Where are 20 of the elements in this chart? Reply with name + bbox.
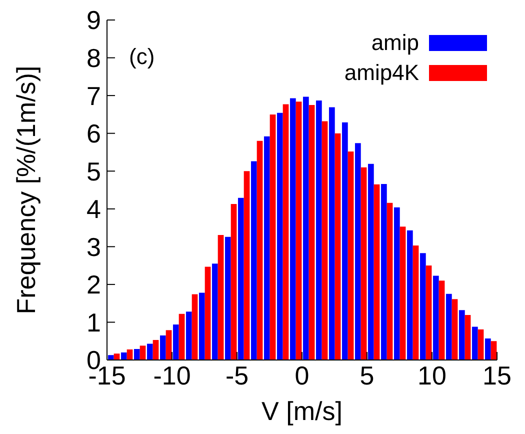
- x-tick-label: 10: [418, 360, 446, 390]
- legend-label: amip4K: [344, 59, 419, 87]
- y-tick-label: 5: [86, 156, 101, 186]
- y-tick-label: 2: [86, 270, 101, 300]
- legend-label: amip: [371, 29, 419, 57]
- y-tick-label: 7: [86, 80, 101, 111]
- x-tick-label: 15: [482, 360, 512, 390]
- x-tick-label: -10: [153, 360, 191, 390]
- annotation: (c): [129, 44, 155, 69]
- x-tick-label: -5: [225, 360, 249, 390]
- x-tick-label: 5: [360, 360, 374, 390]
- x-axis-title: V [m/s]: [262, 396, 342, 426]
- y-tick-label: 9: [86, 5, 101, 36]
- y-tick-label: 4: [86, 194, 101, 224]
- y-axis-title: Frequency [%/(1m/s)]: [11, 66, 42, 314]
- y-tick-label: 3: [86, 232, 101, 262]
- y-tick-label: 8: [86, 43, 101, 74]
- x-tick-label: 0: [294, 360, 310, 390]
- y-tick-label: 1: [86, 307, 101, 338]
- y-tick-label: 6: [86, 118, 101, 149]
